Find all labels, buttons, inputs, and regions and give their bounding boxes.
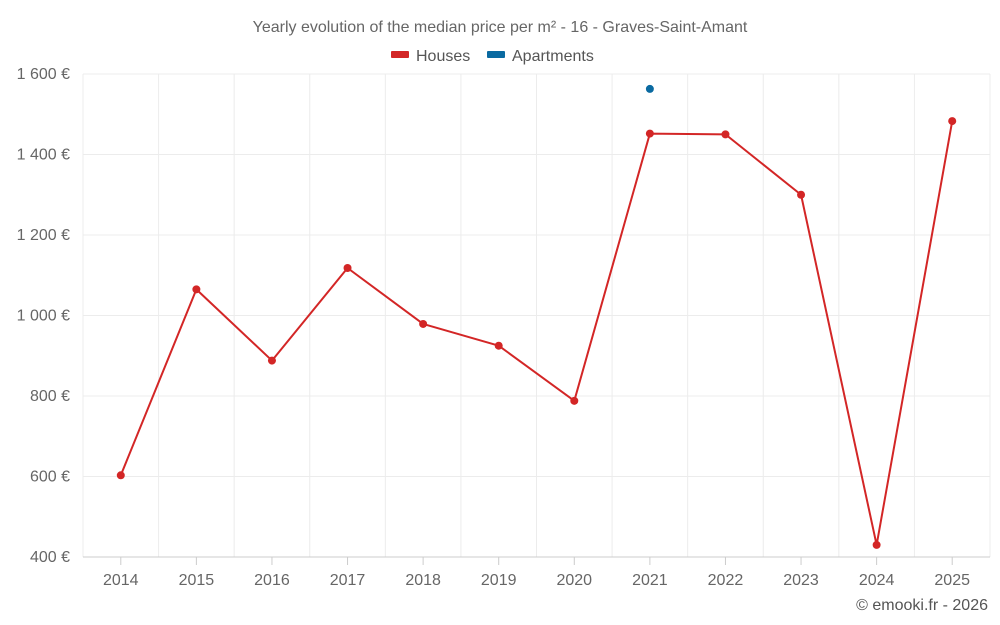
legend-item-apartments[interactable]: Apartments (487, 48, 594, 65)
data-point-houses[interactable] (494, 341, 503, 350)
x-tick-label: 2015 (179, 572, 215, 589)
y-tick-label: 1 600 € (17, 66, 70, 83)
data-point-houses[interactable] (797, 190, 806, 199)
x-tick-label: 2016 (254, 572, 290, 589)
legend-item-houses[interactable]: Houses (391, 48, 470, 65)
data-point-houses[interactable] (570, 396, 579, 405)
x-tick-label: 2020 (556, 572, 592, 589)
legend-label-apartments: Apartments (512, 48, 594, 65)
y-tick-label: 800 € (30, 388, 70, 405)
legend: Houses Apartments (391, 48, 594, 65)
grid (82, 73, 991, 557)
credit-text: © emooki.fr - 2026 (856, 597, 988, 614)
y-tick-label: 400 € (30, 549, 70, 566)
x-tick-label: 2023 (783, 572, 819, 589)
x-tick-label: 2021 (632, 572, 668, 589)
y-tick-label: 1 000 € (17, 308, 70, 325)
y-tick-label: 1 400 € (17, 147, 70, 164)
series-layer (116, 84, 957, 549)
x-tick-label: 2025 (934, 572, 970, 589)
chart-title: Yearly evolution of the median price per… (253, 19, 748, 36)
data-point-houses[interactable] (419, 319, 428, 328)
data-point-houses[interactable] (192, 285, 201, 294)
data-point-houses[interactable] (948, 117, 957, 126)
y-tick-label: 600 € (30, 469, 70, 486)
legend-swatch-houses (391, 51, 409, 58)
x-tick-label: 2018 (405, 572, 441, 589)
data-point-houses[interactable] (872, 540, 881, 549)
legend-label-houses: Houses (416, 48, 470, 65)
x-tick-label: 2024 (859, 572, 895, 589)
x-tick-label: 2019 (481, 572, 517, 589)
data-point-houses[interactable] (267, 356, 276, 365)
x-tick-label: 2022 (708, 572, 744, 589)
data-point-houses[interactable] (645, 129, 654, 138)
data-point-apartments[interactable] (645, 84, 654, 93)
data-point-houses[interactable] (343, 264, 352, 273)
series-line-houses (119, 120, 954, 546)
x-tick-label: 2017 (330, 572, 366, 589)
x-tick-label: 2014 (103, 572, 139, 589)
data-point-houses[interactable] (721, 130, 730, 139)
data-point-houses[interactable] (116, 471, 125, 480)
axes: 400 € 600 € 800 € 1 000 € 1 200 € 1 400 € 1 60… (17, 66, 990, 589)
legend-swatch-apartments (487, 51, 505, 58)
y-tick-label: 1 200 € (17, 227, 70, 244)
